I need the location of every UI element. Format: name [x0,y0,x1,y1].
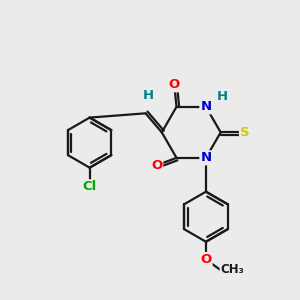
Text: O: O [169,78,180,92]
Text: S: S [240,126,250,139]
Text: O: O [200,253,211,266]
Text: H: H [217,90,228,103]
Text: N: N [200,100,211,113]
Text: O: O [151,159,162,172]
Text: H: H [143,89,154,102]
Text: CH₃: CH₃ [220,263,244,276]
Text: Cl: Cl [82,180,97,193]
Text: N: N [200,151,211,164]
